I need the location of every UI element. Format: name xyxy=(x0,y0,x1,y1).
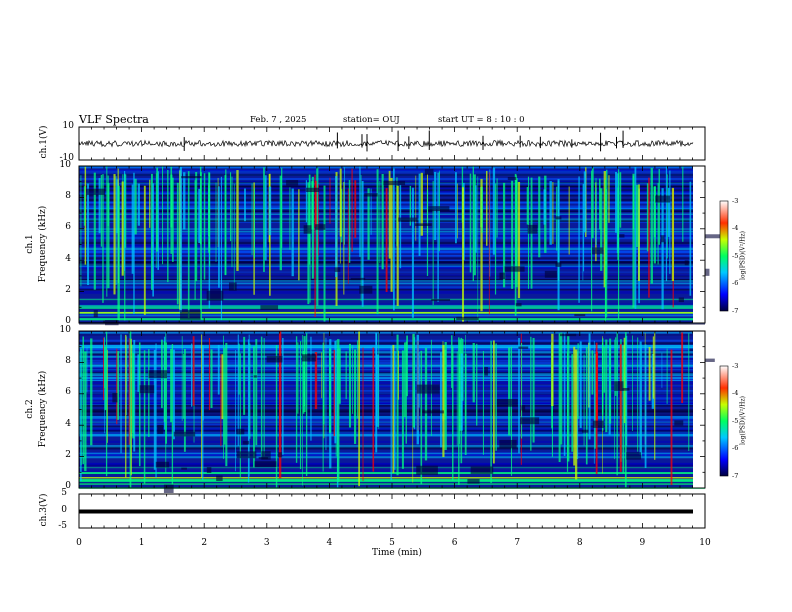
ch2-freq-ytick: 10 xyxy=(59,325,71,335)
ch2-freq-ytick: 2 xyxy=(65,450,71,460)
colorbar2-tick: -3 xyxy=(732,362,739,370)
x-axis-label: Time (min) xyxy=(372,548,422,558)
ch2-spectrogram xyxy=(79,331,715,493)
ch1-wave-ylabel: ch.1(V) xyxy=(39,125,49,159)
ch1-wave-ytick: -10 xyxy=(59,153,75,163)
colorbar2-tick: -5 xyxy=(732,417,739,425)
x-tick-label: 0 xyxy=(76,538,82,548)
x-tick-label: 6 xyxy=(451,538,458,548)
colorbar1-tick: -7 xyxy=(732,307,739,315)
x-tick-label: 9 xyxy=(639,538,646,548)
colorbar1-tick: -6 xyxy=(732,279,739,287)
ch3-signal-line xyxy=(79,509,693,514)
start-time-label: start UT = 8 : 10 : 0 xyxy=(438,115,525,125)
date-label: Feb. 7 , 2025 xyxy=(250,115,307,125)
ch1-freq-ytick: 10 xyxy=(59,160,71,170)
ch1-spectrogram xyxy=(79,166,727,326)
x-tick-label: 7 xyxy=(514,538,521,548)
x-tick-label: 1 xyxy=(138,538,145,548)
colorbar2-label: log(PSD)(V²/Hz) xyxy=(739,396,747,445)
ch1-freq-ylabel: Frequency (kHz) xyxy=(38,205,48,283)
ch3-ytick: -5 xyxy=(58,521,67,531)
colorbar-ch1 xyxy=(719,200,729,312)
colorbar-ch2 xyxy=(719,365,729,477)
colorbar2-tick: -4 xyxy=(732,389,739,397)
colorbar1-tick: -4 xyxy=(732,224,739,232)
ch2-freq-ylabel: Frequency (kHz) xyxy=(38,370,48,448)
colorbar1-tick: -3 xyxy=(732,197,739,205)
x-tick-label: 8 xyxy=(576,538,583,548)
colorbar1-label: log(PSD)(V²/Hz) xyxy=(739,231,747,280)
ch1-freq-ytick: 2 xyxy=(65,285,71,295)
x-tick-label: 5 xyxy=(389,538,395,548)
colorbar2-tick: -7 xyxy=(732,472,739,480)
ch1-waveform xyxy=(78,130,694,152)
x-tick-label: 3 xyxy=(263,538,270,548)
ch1-freq-ytick: 8 xyxy=(65,191,71,201)
ch1-freq-ytick: 4 xyxy=(65,254,71,264)
ch2-freq-ytick: 4 xyxy=(65,419,71,429)
ch3-ytick: 5 xyxy=(61,488,67,498)
ch1-channel-label: ch.1 xyxy=(25,234,35,254)
station-label: station= OUJ xyxy=(343,115,400,125)
axis-ticks xyxy=(78,127,706,528)
ch3-ylabel: ch.3(V) xyxy=(39,493,49,527)
ch2-freq-ytick: 0 xyxy=(65,481,71,491)
x-tick-label: 2 xyxy=(201,538,208,548)
x-tick-label: 10 xyxy=(699,538,711,548)
ch1-wave-ytick: 10 xyxy=(62,121,74,131)
ch2-freq-ytick: 6 xyxy=(65,387,71,397)
ch1-freq-ytick: 6 xyxy=(65,222,71,232)
colorbar2-tick: -6 xyxy=(732,444,739,452)
chart-title: VLF Spectra xyxy=(79,113,149,126)
colorbar1-tick: -5 xyxy=(732,252,739,260)
x-tick-label: 4 xyxy=(326,538,333,548)
ch3-ytick: 0 xyxy=(61,505,67,515)
ch2-channel-label: ch.2 xyxy=(25,399,35,419)
ch1-freq-ytick: 0 xyxy=(65,316,71,326)
ch2-freq-ytick: 8 xyxy=(65,356,71,366)
